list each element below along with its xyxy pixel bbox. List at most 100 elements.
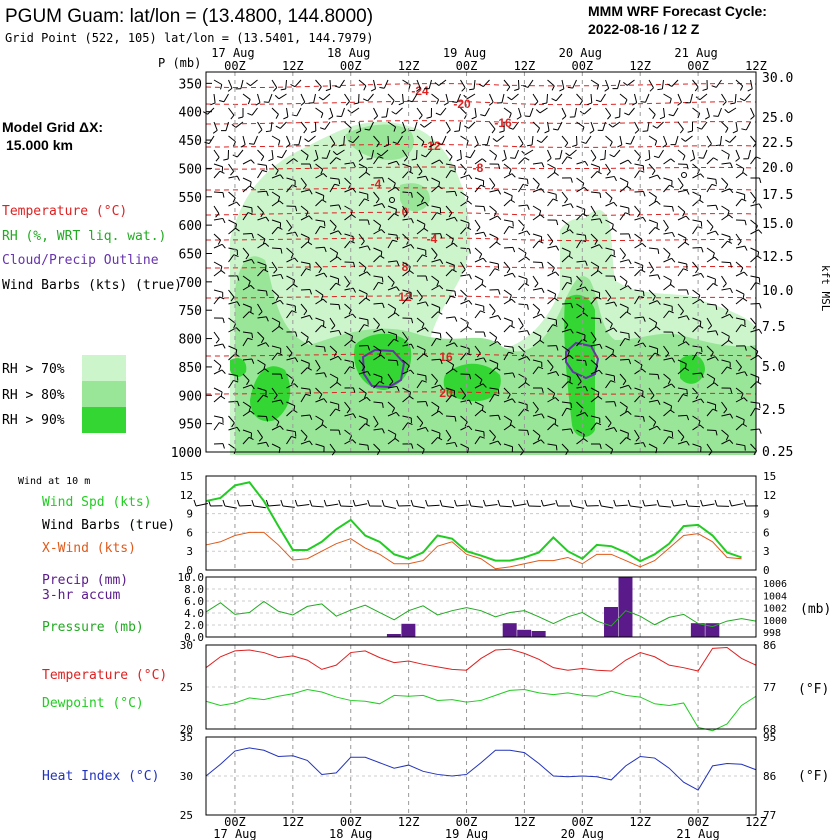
wind-barb [286, 401, 296, 411]
surface-wind-barb [294, 499, 310, 507]
height-tick-label: 5.0 [762, 360, 785, 375]
wind-barb [474, 383, 487, 389]
wind-barb [692, 443, 702, 452]
wind-barb [750, 191, 757, 204]
wind-barb [706, 317, 713, 330]
wind-barb [532, 177, 540, 189]
wind-barb [387, 401, 396, 413]
wind-barb [576, 373, 582, 386]
wind-barb [496, 93, 505, 104]
wind-barb [692, 345, 703, 353]
wind-barb [358, 396, 371, 403]
wind-barb [344, 413, 357, 419]
wind-barb [590, 387, 600, 398]
wind-barb [619, 303, 629, 313]
wind-barb [547, 245, 560, 251]
wind-barb [634, 368, 647, 375]
wind-barb [605, 175, 617, 182]
wind-barb [329, 401, 340, 410]
wind-barb [268, 149, 274, 162]
top-date-label: 20 Aug [559, 46, 602, 60]
wind-barb [257, 289, 268, 296]
wind-barb [402, 395, 414, 403]
wind-barb [503, 173, 516, 179]
wind-barb [478, 79, 490, 88]
wind-barb [300, 440, 313, 446]
wind-barb [735, 79, 744, 91]
wind-barb [503, 387, 511, 400]
wind-barb [329, 329, 342, 336]
wind-barb [271, 373, 283, 380]
wind-barb [416, 415, 424, 428]
wind-barb [300, 215, 313, 221]
wind-barb [648, 326, 661, 333]
wind-barb [329, 177, 341, 185]
wind-barb [213, 317, 225, 324]
wind-barb [663, 205, 674, 212]
wind-barb [460, 274, 472, 280]
height-tick-label: 2.5 [762, 403, 785, 418]
wind-tick-label: 12 [180, 489, 193, 502]
wind-barb [460, 219, 470, 228]
wind-barb [474, 135, 479, 148]
wind-barb [271, 107, 279, 119]
model-grid-label: Model Grid ΔX: [2, 119, 103, 135]
wind-barb [460, 247, 471, 254]
surface-wind-barb [265, 499, 281, 507]
wind-barb [238, 108, 244, 119]
legend-wind: Wind Barbs (kts) (true) [2, 278, 182, 293]
wind-barb [677, 163, 689, 170]
wind-barb [590, 369, 603, 375]
wind-barb [242, 303, 252, 313]
wind-barb [416, 227, 429, 235]
wind-barb [329, 219, 337, 232]
wind-barb [663, 257, 676, 263]
wind-barb [213, 289, 224, 298]
dewpoint-label: Dewpoint (°C) [42, 696, 144, 711]
surface-wind-barb [642, 499, 657, 507]
wind-barb [648, 300, 661, 305]
wind-barb [735, 317, 746, 326]
wind-barb [212, 121, 218, 134]
heat-index-tick-label: 25 [180, 809, 193, 822]
wind-barb [300, 241, 313, 249]
wind-barb [329, 408, 341, 417]
pressure-tick-label: 1000 [763, 616, 787, 627]
wind-barb [402, 191, 413, 198]
wind-barb [358, 370, 371, 376]
wind-barb [387, 186, 400, 193]
wind-barb [454, 121, 461, 133]
wind-barb [431, 429, 441, 439]
wind-barb [373, 373, 383, 383]
bottom-hour-label: 00Z [687, 815, 709, 829]
height-tick-label: 10.0 [762, 284, 793, 299]
wind-barb [265, 121, 273, 133]
wind-barb [308, 93, 316, 104]
wind-barb [428, 135, 435, 148]
wind-barb [721, 149, 730, 160]
pressure-tick-label: 1004 [763, 591, 787, 602]
wind-barb [590, 149, 597, 162]
wind-barb [547, 371, 560, 377]
height-tick-label: 17.5 [762, 188, 793, 203]
wind-barb [445, 261, 455, 271]
surface-wind-barb [410, 499, 426, 509]
wind-barb [692, 261, 699, 274]
surface-wind-barb [468, 499, 484, 508]
wind-barb [460, 326, 472, 333]
wind-barb [300, 303, 308, 316]
wind-barb [257, 387, 267, 396]
wind-barb [344, 339, 356, 347]
wind-barb [221, 121, 229, 132]
wind-barb [329, 204, 342, 210]
wind-barb [431, 247, 438, 260]
wind-barb [246, 79, 258, 87]
wind-barb [508, 121, 519, 130]
wind-barb [402, 369, 415, 375]
heat-index-tick-label: 30 [180, 770, 193, 783]
wind-barb [590, 270, 603, 277]
wind-barb [547, 191, 557, 200]
bottom-hour-label: 00Z [571, 815, 593, 829]
wind-barb [706, 401, 717, 410]
wind-barb [416, 254, 428, 263]
